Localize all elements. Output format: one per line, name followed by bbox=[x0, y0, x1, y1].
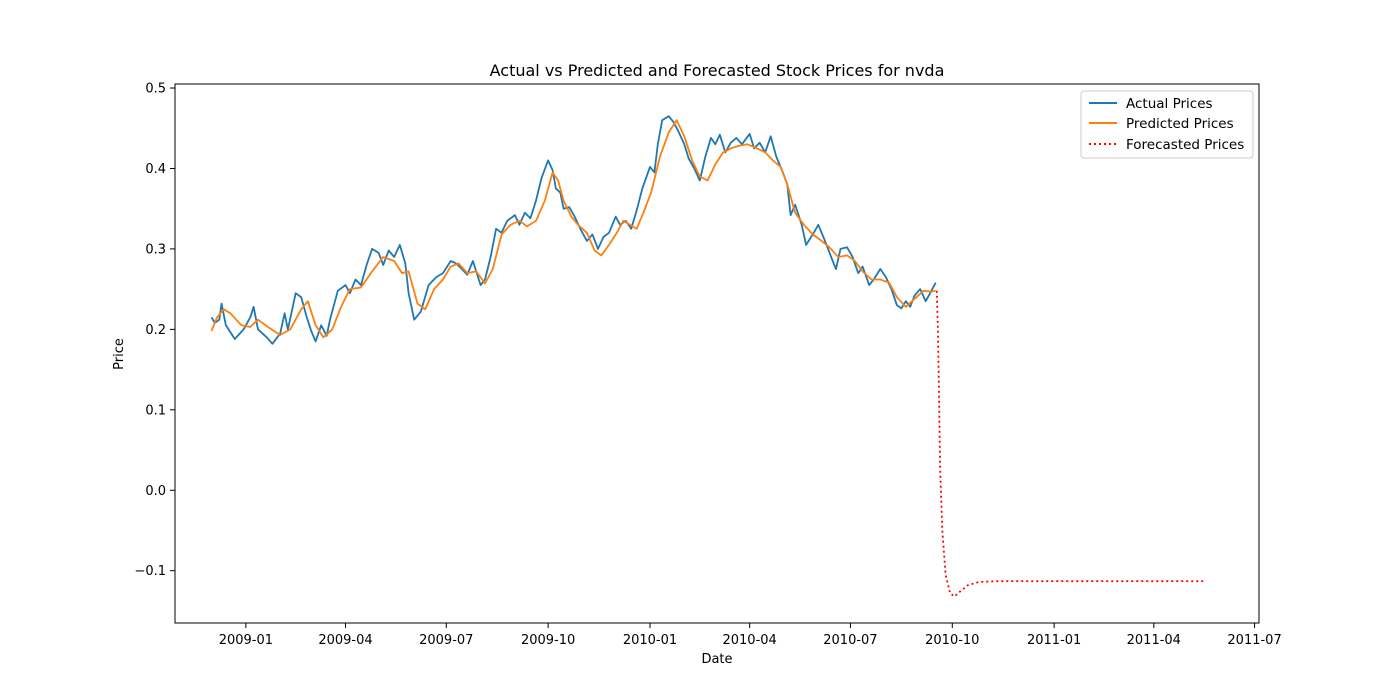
x-axis: 2009-01 2009-04 2009-07 2009-10 2010-01 2010-… bbox=[219, 623, 1282, 648]
x-tick-label: 2009-10 bbox=[521, 633, 575, 648]
series-line-forecasted-prices bbox=[935, 290, 1205, 598]
x-tick-label: 2010-04 bbox=[722, 633, 776, 648]
plot-lines bbox=[210, 115, 1205, 598]
x-tick-label: 2009-04 bbox=[318, 633, 372, 648]
x-tick-label: 2011-01 bbox=[1027, 633, 1081, 648]
y-tick-label: 0.3 bbox=[145, 242, 166, 257]
legend-box bbox=[1080, 90, 1254, 159]
y-tick-label: 0.4 bbox=[145, 162, 166, 177]
y-axis: 0.5 0.4 0.3 0.2 0.1 0.0 −0.1 bbox=[134, 82, 175, 579]
y-tick-label: 0.5 bbox=[145, 82, 166, 97]
chart-title: Actual vs Predicted and Forecasted Stock… bbox=[490, 61, 945, 80]
x-axis-label: Date bbox=[701, 652, 732, 667]
series-line-actual-prices bbox=[210, 115, 937, 345]
legend-label-forecasted: Forecasted Prices bbox=[1126, 137, 1244, 153]
y-tick-label: −0.1 bbox=[134, 564, 166, 579]
series-line-predicted-prices bbox=[210, 119, 936, 339]
x-tick-label: 2010-07 bbox=[823, 633, 877, 648]
x-tick-label: 2011-07 bbox=[1227, 633, 1281, 648]
x-tick-label: 2011-04 bbox=[1127, 633, 1181, 648]
legend-label-predicted: Predicted Prices bbox=[1126, 116, 1234, 132]
x-tick-label: 2010-01 bbox=[623, 633, 677, 648]
x-tick-label: 2009-01 bbox=[219, 633, 273, 648]
y-tick-label: 0.0 bbox=[145, 484, 166, 499]
y-tick-label: 0.1 bbox=[145, 403, 166, 418]
y-tick-label: 0.2 bbox=[145, 323, 166, 338]
y-axis-label: Price bbox=[112, 338, 127, 370]
plot-frame bbox=[174, 83, 1260, 624]
legend: Actual Prices Predicted Prices Forecaste… bbox=[1080, 90, 1254, 159]
x-tick-label: 2009-07 bbox=[419, 633, 473, 648]
x-tick-label: 2010-10 bbox=[925, 633, 979, 648]
legend-label-actual: Actual Prices bbox=[1126, 96, 1213, 112]
